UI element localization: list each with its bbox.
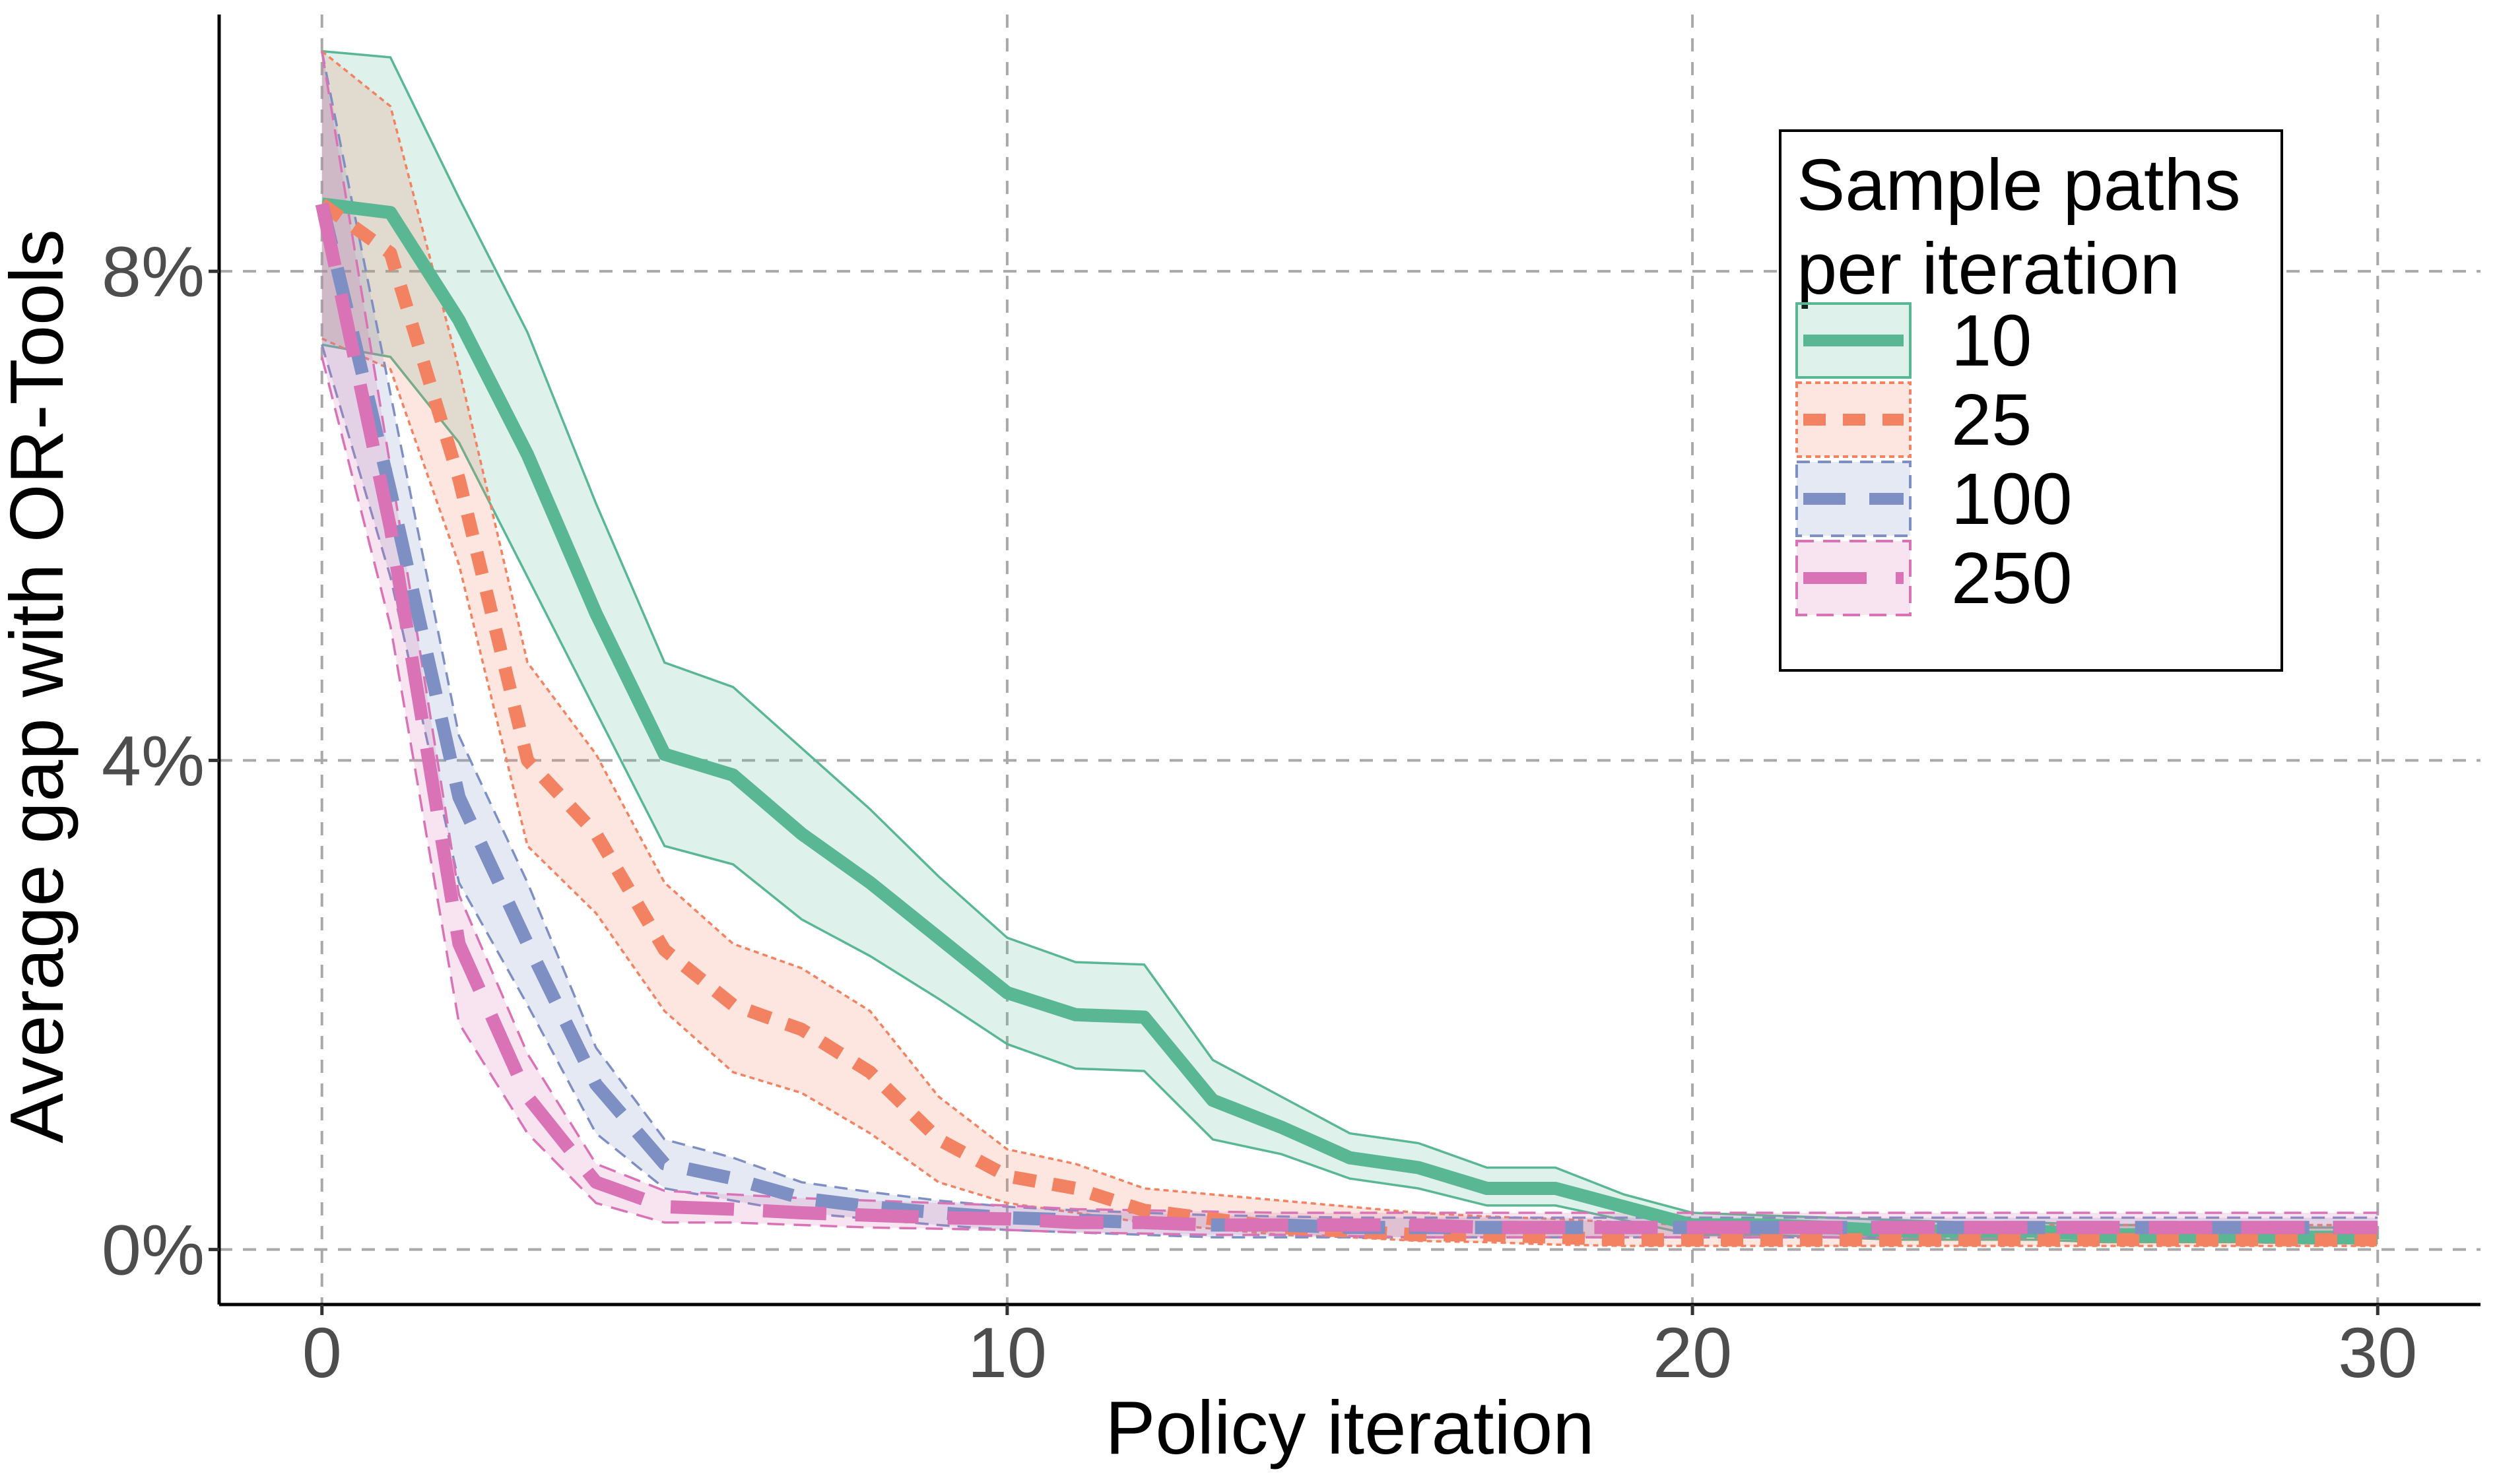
x-tick-label-10: 10 — [968, 1312, 1047, 1392]
series-lines — [315, 197, 2378, 1246]
band-series-250 — [321, 51, 2378, 1238]
band-upper-edge-series-100 — [320, 51, 2378, 1219]
x-axis-title: Policy iteration — [1105, 1386, 1594, 1470]
band-upper-edge-series-250 — [320, 51, 2378, 1214]
x-tick-label-20: 20 — [1653, 1312, 1732, 1392]
x-tick-label-0: 0 — [302, 1312, 342, 1392]
band-lower-edge-series-10 — [321, 343, 2378, 1245]
legend-title-line-1: Sample paths — [1797, 145, 2241, 226]
legend-label-100: 100 — [1951, 459, 2073, 540]
legend-label-25: 25 — [1951, 379, 2032, 461]
y-axis-title: Average gap with OR-Tools — [0, 229, 79, 1144]
legend-label-10: 10 — [1951, 300, 2032, 381]
line-series-25 — [317, 199, 2378, 1246]
tick-labels: 0 10 20 30 0% 4% 8% — [102, 232, 2417, 1392]
y-tick-label-8: 8% — [102, 232, 205, 311]
line-series-250 — [315, 203, 2378, 1235]
y-tick-label-0: 0% — [102, 1210, 205, 1290]
x-tick-label-30: 30 — [2338, 1312, 2417, 1392]
confidence-bands — [320, 49, 2378, 1247]
axes — [217, 15, 2480, 1307]
y-tick-label-4: 4% — [102, 721, 205, 800]
legend-label-250: 250 — [1951, 538, 2073, 619]
legend-title-line-2: per iteration — [1797, 228, 2180, 309]
band-lower-edge-series-25 — [321, 337, 2378, 1247]
